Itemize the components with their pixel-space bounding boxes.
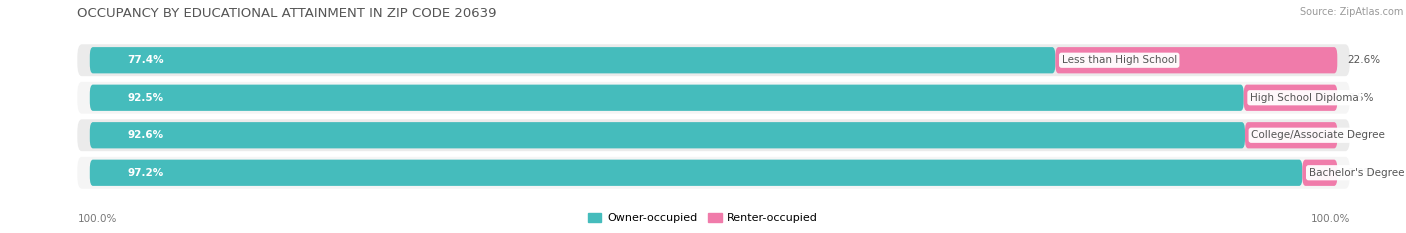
FancyBboxPatch shape [1302,160,1337,186]
FancyBboxPatch shape [90,122,1244,148]
FancyBboxPatch shape [1244,122,1337,148]
FancyBboxPatch shape [1056,47,1337,73]
FancyBboxPatch shape [77,119,1350,151]
FancyBboxPatch shape [77,82,1350,114]
FancyBboxPatch shape [1244,85,1337,111]
Text: OCCUPANCY BY EDUCATIONAL ATTAINMENT IN ZIP CODE 20639: OCCUPANCY BY EDUCATIONAL ATTAINMENT IN Z… [77,7,496,20]
Text: 92.5%: 92.5% [127,93,163,103]
Text: 77.4%: 77.4% [127,55,165,65]
Text: 22.6%: 22.6% [1347,55,1381,65]
Text: 92.6%: 92.6% [127,130,163,140]
FancyBboxPatch shape [77,44,1350,76]
Legend: Owner-occupied, Renter-occupied: Owner-occupied, Renter-occupied [583,208,823,227]
FancyBboxPatch shape [77,157,1350,189]
Text: College/Associate Degree: College/Associate Degree [1251,130,1385,140]
FancyBboxPatch shape [90,47,1056,73]
Text: Source: ZipAtlas.com: Source: ZipAtlas.com [1299,7,1403,17]
Text: 7.4%: 7.4% [1347,130,1374,140]
Text: 97.2%: 97.2% [127,168,163,178]
Text: Less than High School: Less than High School [1062,55,1177,65]
Text: Bachelor's Degree or higher: Bachelor's Degree or higher [1309,168,1406,178]
Text: 2.8%: 2.8% [1347,168,1374,178]
FancyBboxPatch shape [90,160,1302,186]
Text: High School Diploma: High School Diploma [1250,93,1358,103]
Text: 100.0%: 100.0% [77,214,117,224]
Text: 7.5%: 7.5% [1347,93,1374,103]
FancyBboxPatch shape [90,85,1244,111]
Text: 100.0%: 100.0% [1310,214,1350,224]
